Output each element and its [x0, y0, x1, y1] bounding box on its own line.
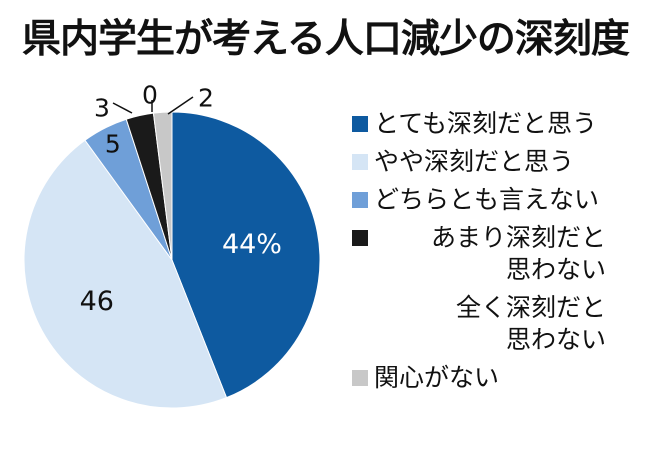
data-label: 3: [94, 94, 110, 123]
leader-line: [167, 96, 194, 115]
legend-item: とても深刻だと思う: [352, 108, 642, 140]
legend-swatch: [352, 116, 368, 132]
legend-label: 関心がない: [374, 363, 500, 392]
leader-line: [112, 102, 133, 114]
legend: とても深刻だと思う やや深刻だと思う どちらとも言えないあまり深刻だと 思わない全く…: [352, 108, 642, 400]
data-label: 44%: [222, 229, 282, 260]
data-label: 2: [198, 84, 214, 113]
legend-item: どちらとも言えない: [352, 184, 642, 216]
legend-item: やや深刻だと思う: [352, 146, 642, 178]
legend-label: 全く深刻だと 思わない: [455, 293, 606, 354]
data-label: 46: [80, 286, 114, 317]
legend-item: 全く深刻だと 思わない: [352, 292, 642, 356]
legend-label: どちらとも言えない: [374, 185, 600, 214]
data-label: 5: [105, 129, 121, 158]
legend-swatch: [352, 230, 368, 246]
legend-label: とても深刻だと思う: [374, 109, 598, 138]
legend-item: あまり深刻だと 思わない: [352, 222, 642, 286]
pie-slice: [171, 111, 321, 399]
legend-swatch: [352, 192, 368, 208]
pie-slice: [23, 139, 228, 409]
legend-swatch: [352, 370, 368, 386]
legend-label: あまり深刻だと 思わない: [430, 223, 606, 284]
chart-title: 県内学生が考える人口減少の深刻度: [22, 17, 630, 62]
legend-swatch: [352, 154, 368, 170]
legend-label: やや深刻だと思う: [374, 147, 575, 176]
data-label: 0: [142, 81, 158, 110]
legend-item: 関心がない: [352, 362, 642, 394]
